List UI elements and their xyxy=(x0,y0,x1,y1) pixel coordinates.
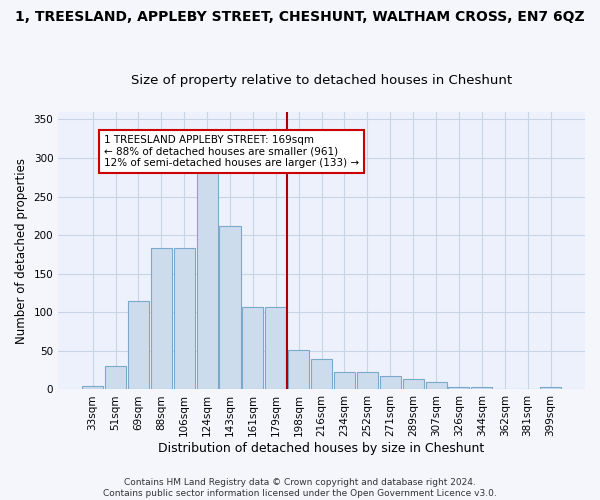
Bar xyxy=(197,170,218,390)
Bar xyxy=(403,380,424,390)
Bar xyxy=(82,386,103,390)
X-axis label: Distribution of detached houses by size in Cheshunt: Distribution of detached houses by size … xyxy=(158,442,485,455)
Bar xyxy=(105,366,126,390)
Text: 1 TREESLAND APPLEBY STREET: 169sqm
← 88% of detached houses are smaller (961)
12: 1 TREESLAND APPLEBY STREET: 169sqm ← 88%… xyxy=(104,135,359,168)
Bar xyxy=(472,387,493,390)
Bar xyxy=(357,372,378,390)
Bar xyxy=(380,376,401,390)
Y-axis label: Number of detached properties: Number of detached properties xyxy=(15,158,28,344)
Bar xyxy=(265,307,286,390)
Bar xyxy=(173,248,195,390)
Bar xyxy=(151,248,172,390)
Bar xyxy=(334,372,355,390)
Bar xyxy=(220,226,241,390)
Bar xyxy=(448,387,469,390)
Title: Size of property relative to detached houses in Cheshunt: Size of property relative to detached ho… xyxy=(131,74,512,87)
Text: 1, TREESLAND, APPLEBY STREET, CHESHUNT, WALTHAM CROSS, EN7 6QZ: 1, TREESLAND, APPLEBY STREET, CHESHUNT, … xyxy=(15,10,585,24)
Bar xyxy=(311,358,332,390)
Bar xyxy=(242,307,263,390)
Bar xyxy=(128,301,149,390)
Bar xyxy=(425,382,446,390)
Bar xyxy=(288,350,309,390)
Text: Contains HM Land Registry data © Crown copyright and database right 2024.
Contai: Contains HM Land Registry data © Crown c… xyxy=(103,478,497,498)
Bar xyxy=(540,387,561,390)
